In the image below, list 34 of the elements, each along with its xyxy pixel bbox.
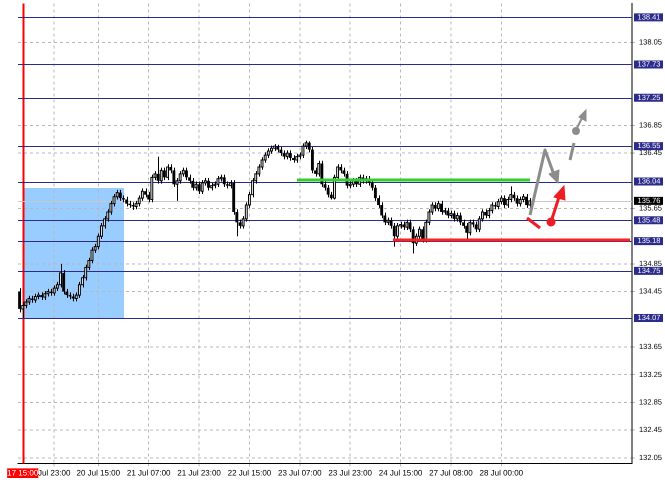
candlestick — [118, 189, 122, 202]
x-tick-label: 27 Jul 08:00 — [429, 468, 474, 478]
candlestick — [198, 181, 200, 194]
candlestick — [162, 167, 166, 181]
candlestick — [144, 188, 147, 198]
candlestick — [474, 221, 478, 233]
candlestick — [125, 196, 128, 207]
x-tick-label: 28 Jul 00:00 — [480, 468, 524, 478]
candlestick — [503, 194, 506, 208]
candlestick — [288, 150, 292, 162]
candlestick — [374, 184, 377, 202]
candlestick — [207, 178, 210, 192]
x-tick-label: 21 Jul 23:00 — [177, 468, 222, 478]
candlestick — [516, 194, 519, 207]
candlestick — [421, 226, 424, 243]
candlestick — [185, 167, 188, 181]
candlestick — [525, 193, 528, 208]
candlestick — [440, 200, 443, 216]
x-tick-label: 17 15:00 — [7, 468, 39, 478]
candlestick — [355, 178, 358, 188]
x-tick-label: 21 Jul 07:00 — [126, 468, 172, 478]
x-tick-label: 22 Jul 15:00 — [228, 468, 272, 478]
candlestick — [484, 208, 488, 219]
candlestick — [452, 210, 456, 222]
candlestick — [156, 156, 160, 184]
x-tick-label: 20 Jul 15:00 — [76, 468, 121, 478]
x-tick-label: 24 Jul 15:00 — [378, 468, 423, 478]
x-tick-label: 23 Jul 07:00 — [278, 468, 322, 478]
candlestick — [326, 184, 330, 198]
candlestick — [282, 150, 286, 160]
candlestick — [279, 146, 282, 156]
candlestick — [458, 212, 462, 226]
candlestick — [18, 288, 22, 313]
x-tick-label: 23 Jul 23:00 — [328, 468, 373, 478]
